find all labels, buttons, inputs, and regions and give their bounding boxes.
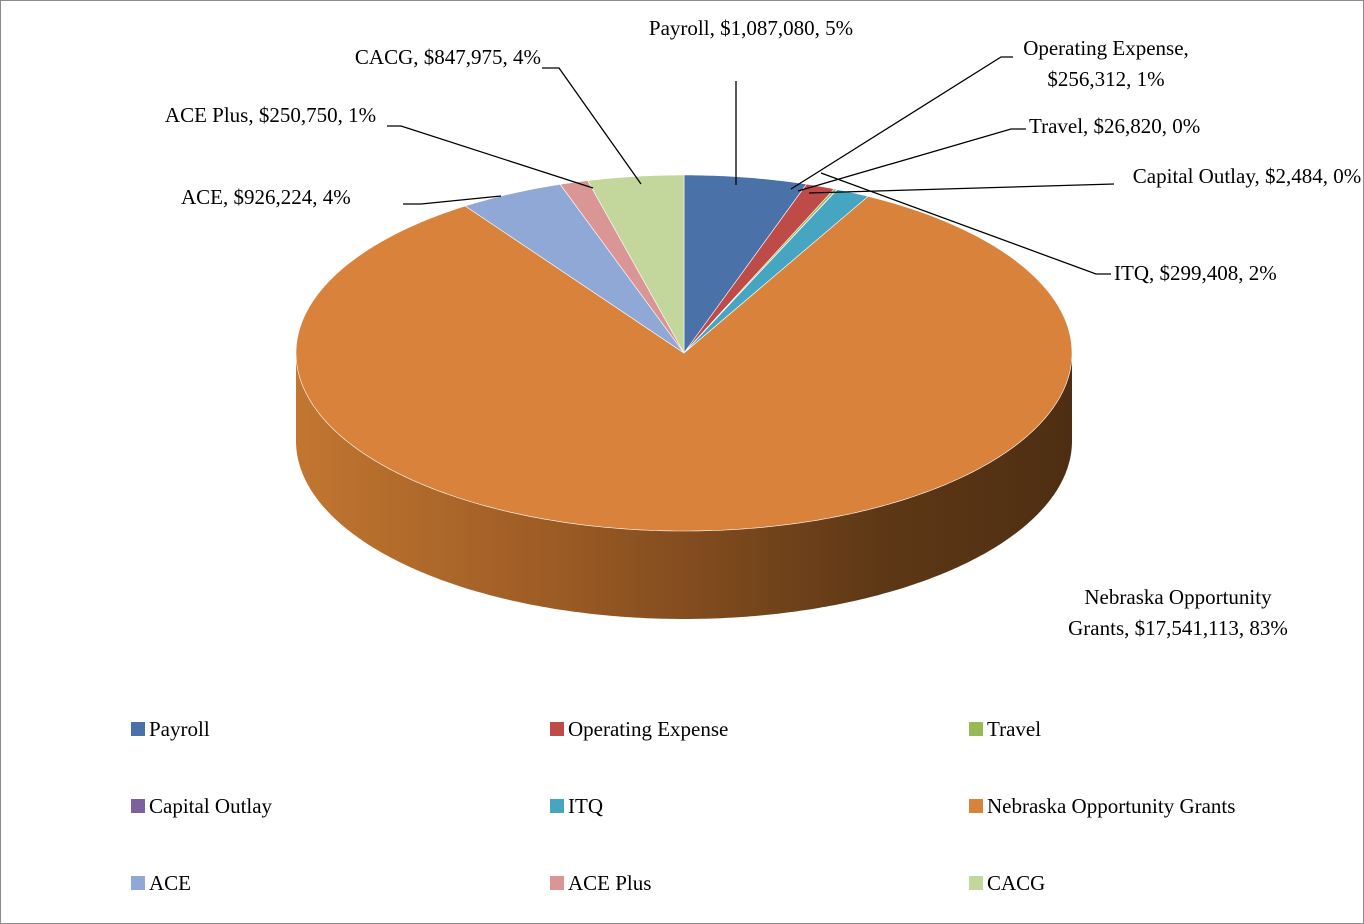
legend-swatch: [969, 799, 983, 813]
legend-label: ACE Plus: [568, 871, 652, 895]
slice: [295, 195, 1073, 532]
slice: [464, 183, 685, 354]
data-label: Payroll, $1,087,080, 5%: [648, 16, 854, 40]
legend-entry: Nebraska Opportunity Grants: [969, 794, 1235, 818]
legend-swatch: [969, 876, 983, 890]
legend-swatch: [550, 876, 564, 890]
legend-swatch: [131, 876, 145, 890]
leader-line: [808, 183, 1115, 194]
slice: [683, 183, 835, 354]
data-label: CACG, $847,975, 4%: [354, 45, 541, 69]
leader-line: [820, 172, 1111, 275]
leader-line: [542, 67, 642, 185]
data-label: Operating Expense, $256,312, 1%: [1023, 36, 1189, 91]
slice: [683, 189, 869, 354]
legend-swatch: [969, 722, 983, 736]
legend-label: Capital Outlay: [149, 794, 273, 818]
leader-line: [387, 125, 594, 189]
legend-swatch: [131, 722, 145, 736]
data-label: Travel, $26,820, 0%: [1029, 114, 1201, 138]
legend-entry: Travel: [969, 717, 1041, 741]
slice: [683, 174, 808, 354]
legend-swatch: [550, 799, 564, 813]
legend-label: ACE: [149, 871, 191, 895]
legend-entry: Payroll: [131, 717, 210, 741]
leader-line: [790, 56, 1013, 190]
legend-label: Payroll: [149, 717, 210, 741]
legend-entry: Operating Expense: [550, 717, 728, 741]
data-label: Capital Outlay, $2,484, 0%: [1132, 164, 1362, 188]
data-label: ACE, $926,224, 4%: [181, 185, 351, 209]
leader-line: [797, 128, 1026, 192]
legend-entry: CACG: [969, 871, 1045, 895]
leader-line: [403, 195, 502, 205]
data-label: Nebraska Opportunity Grants, $17,541,113…: [1068, 585, 1288, 640]
legend-entry: Capital Outlay: [131, 794, 272, 818]
legend-swatch: [131, 799, 145, 813]
legend-entry: ACE: [131, 871, 191, 895]
legend-label: CACG: [987, 871, 1046, 895]
legend-entry: ITQ: [550, 794, 603, 818]
legend-entry: ACE Plus: [550, 871, 651, 895]
legend-label: ITQ: [568, 794, 603, 818]
data-label: ITQ, $299,408, 2%: [1114, 261, 1277, 285]
legend-swatch: [550, 722, 564, 736]
slice-side: [296, 353, 1072, 619]
legend-label: Nebraska Opportunity Grants: [987, 794, 1236, 818]
legend-label: Travel: [987, 717, 1042, 741]
data-label: ACE Plus, $250,750, 1%: [164, 103, 377, 127]
legend-label: Operating Expense: [568, 717, 729, 741]
